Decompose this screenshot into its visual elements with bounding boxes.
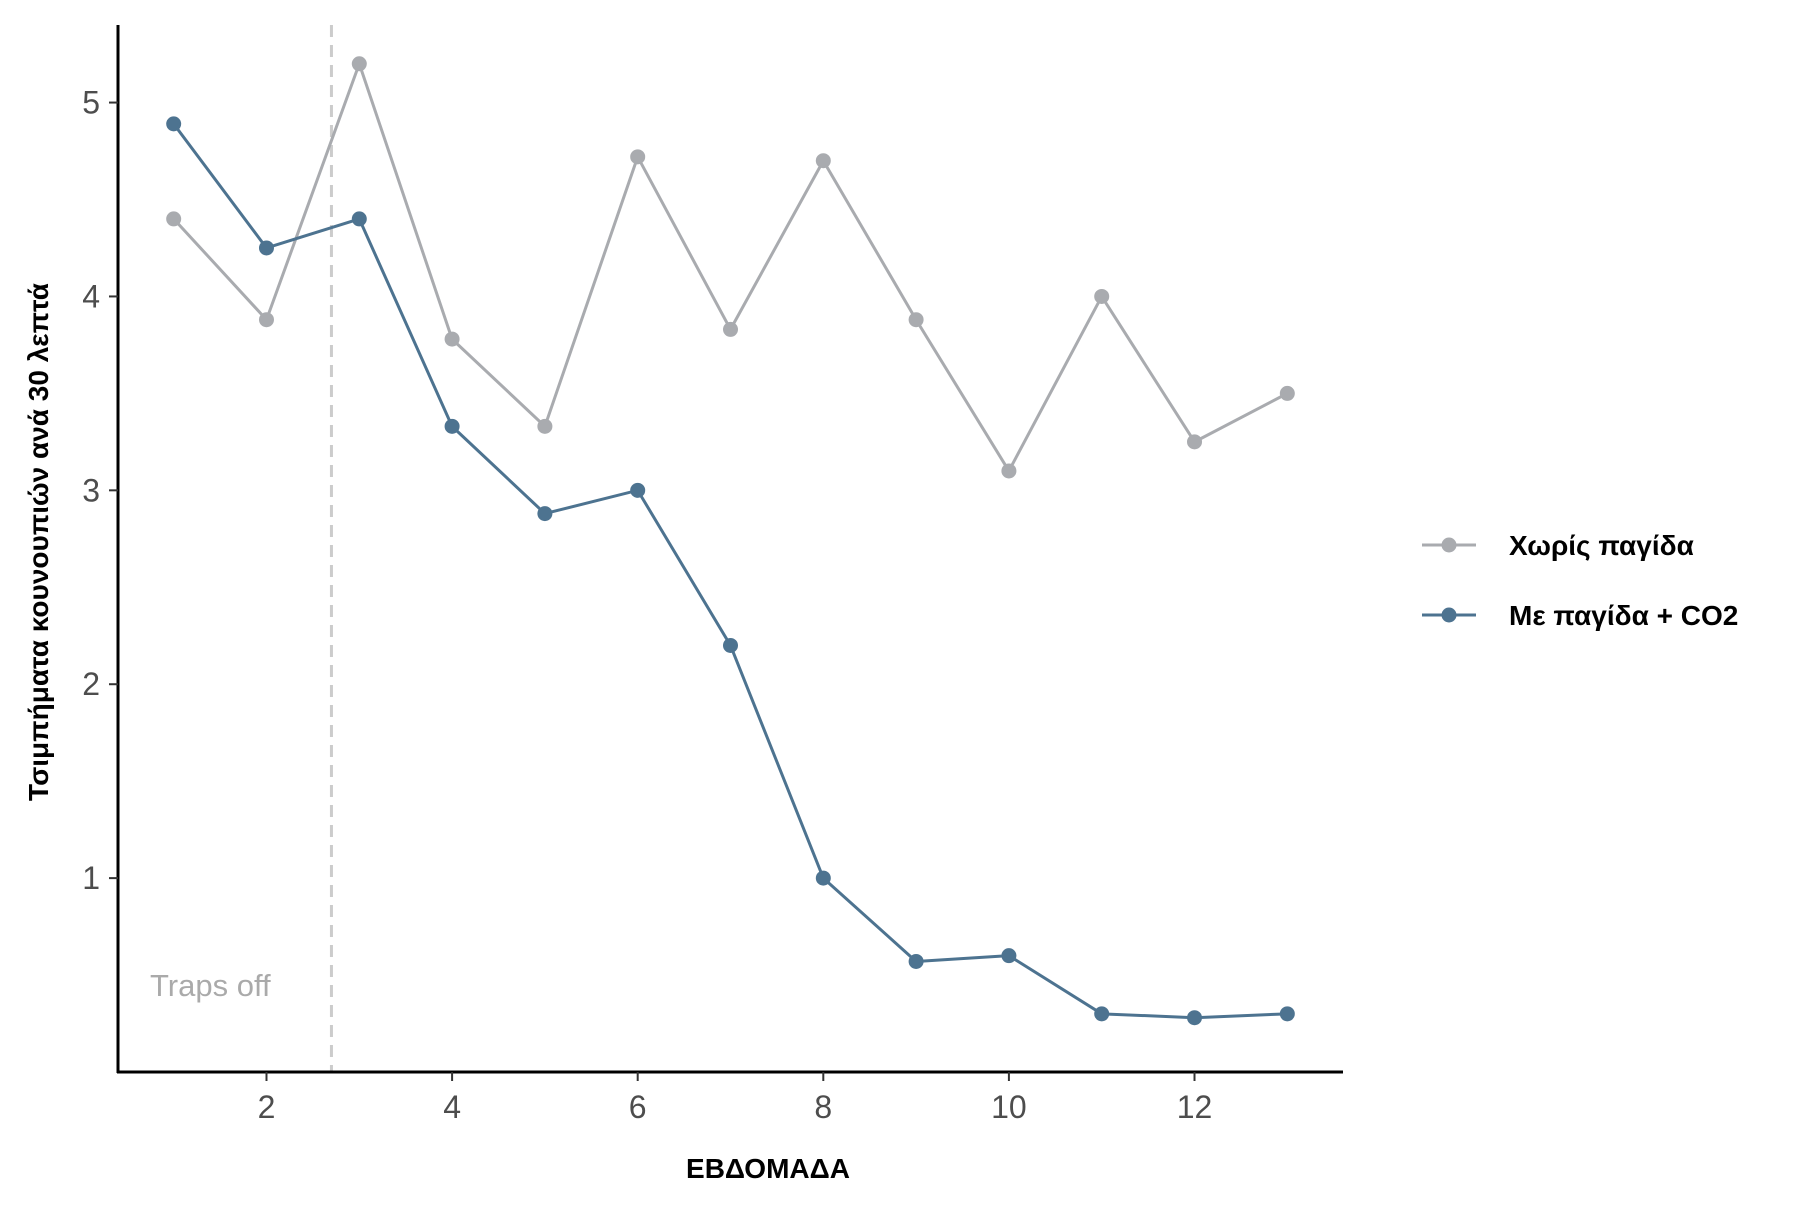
y-tick-label: 1 bbox=[82, 860, 100, 896]
y-tick-label: 5 bbox=[82, 85, 100, 121]
x-axis-title: ΕΒΔΟΜΑΔΑ bbox=[686, 1153, 850, 1184]
y-tick-label: 2 bbox=[82, 666, 100, 702]
series-1-point bbox=[723, 321, 738, 337]
y-tick-label: 3 bbox=[82, 472, 100, 508]
series-1-point bbox=[351, 56, 367, 72]
series-1-point bbox=[166, 211, 182, 227]
x-tick-label: 12 bbox=[1177, 1089, 1213, 1125]
y-axis-title: Τσιμπήματα κουνουπιών ανά 30 λεπτά bbox=[23, 283, 54, 801]
series-2-point bbox=[1001, 948, 1017, 964]
series-line-2 bbox=[172, 122, 1288, 1020]
y-tick-label: 4 bbox=[82, 278, 100, 314]
series-2-point bbox=[630, 482, 646, 498]
series-2-point bbox=[723, 637, 738, 653]
series-1-point bbox=[444, 331, 460, 347]
series-1-point bbox=[258, 312, 274, 328]
x-tick-label: 6 bbox=[629, 1089, 647, 1125]
series-2-point bbox=[1094, 1006, 1110, 1022]
series-2-point bbox=[1279, 1006, 1295, 1022]
series-line-1 bbox=[172, 62, 1289, 473]
series-1-point bbox=[815, 153, 831, 169]
series-2-point bbox=[351, 211, 367, 227]
series-1-point bbox=[630, 149, 646, 165]
series-2-point bbox=[815, 870, 831, 886]
series-1-point bbox=[1279, 385, 1295, 401]
series-2-point bbox=[166, 116, 182, 132]
x-tick-label: 8 bbox=[814, 1089, 832, 1125]
series-2-point bbox=[908, 953, 924, 969]
legend-label: Με παγίδα + CO2 bbox=[1509, 600, 1738, 631]
x-tick-label: 2 bbox=[258, 1089, 276, 1125]
series-1-point bbox=[1001, 463, 1017, 479]
series-2-point bbox=[1187, 1010, 1203, 1026]
series-1-point bbox=[1187, 434, 1203, 450]
series-1-point bbox=[908, 312, 924, 328]
legend-key-point bbox=[1441, 537, 1457, 553]
x-tick-label: 10 bbox=[991, 1089, 1027, 1125]
legend-key-point bbox=[1441, 607, 1457, 623]
series-1-point bbox=[537, 418, 553, 434]
series-2-point bbox=[537, 506, 553, 522]
series-2-point bbox=[258, 240, 274, 256]
series-1-point bbox=[1094, 288, 1110, 304]
x-tick-label: 4 bbox=[443, 1089, 461, 1125]
series-2-point bbox=[444, 418, 460, 434]
traps-off-annotation: Traps off bbox=[150, 968, 271, 1003]
legend-label: Χωρίς παγίδα bbox=[1509, 530, 1694, 561]
